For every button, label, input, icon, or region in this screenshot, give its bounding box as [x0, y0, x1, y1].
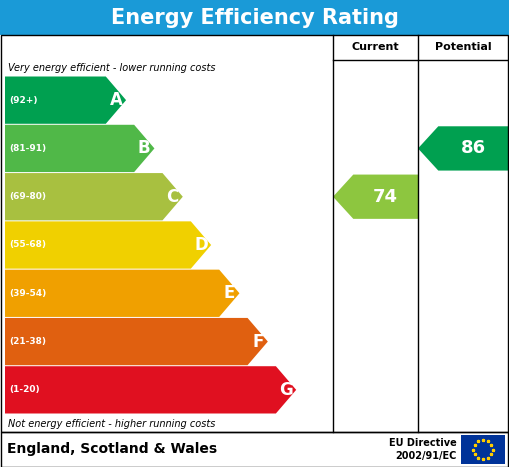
- Text: Not energy efficient - higher running costs: Not energy efficient - higher running co…: [8, 419, 215, 429]
- Bar: [1, 432, 508, 467]
- Bar: [0, 0, 509, 35]
- Polygon shape: [418, 126, 508, 170]
- Text: Very energy efficient - lower running costs: Very energy efficient - lower running co…: [8, 63, 215, 73]
- Text: B: B: [138, 140, 151, 157]
- Polygon shape: [5, 318, 268, 365]
- Text: E: E: [223, 284, 235, 302]
- Text: 74: 74: [373, 188, 398, 206]
- Bar: [461, 435, 505, 464]
- Text: (39-54): (39-54): [9, 289, 46, 298]
- Text: (55-68): (55-68): [9, 241, 46, 249]
- Text: (21-38): (21-38): [9, 337, 46, 346]
- Text: 2002/91/EC: 2002/91/EC: [395, 452, 457, 461]
- Text: C: C: [166, 188, 179, 206]
- Polygon shape: [5, 125, 154, 172]
- Text: England, Scotland & Wales: England, Scotland & Wales: [7, 443, 217, 457]
- Text: Potential: Potential: [435, 42, 491, 52]
- Text: Current: Current: [352, 42, 400, 52]
- Polygon shape: [333, 175, 418, 219]
- Polygon shape: [5, 173, 183, 220]
- Text: EU Directive: EU Directive: [389, 438, 457, 448]
- Text: (69-80): (69-80): [9, 192, 46, 201]
- Polygon shape: [5, 77, 126, 124]
- Text: D: D: [194, 236, 208, 254]
- Text: (81-91): (81-91): [9, 144, 46, 153]
- Polygon shape: [5, 366, 296, 413]
- Text: F: F: [252, 333, 263, 351]
- Text: G: G: [279, 381, 293, 399]
- Polygon shape: [5, 269, 239, 317]
- Text: 86: 86: [461, 140, 486, 157]
- Polygon shape: [5, 221, 211, 269]
- Text: (92+): (92+): [9, 96, 38, 105]
- Text: Energy Efficiency Rating: Energy Efficiency Rating: [110, 7, 399, 28]
- Text: (1-20): (1-20): [9, 385, 40, 394]
- Bar: [1, 35, 508, 432]
- Text: A: A: [109, 91, 122, 109]
